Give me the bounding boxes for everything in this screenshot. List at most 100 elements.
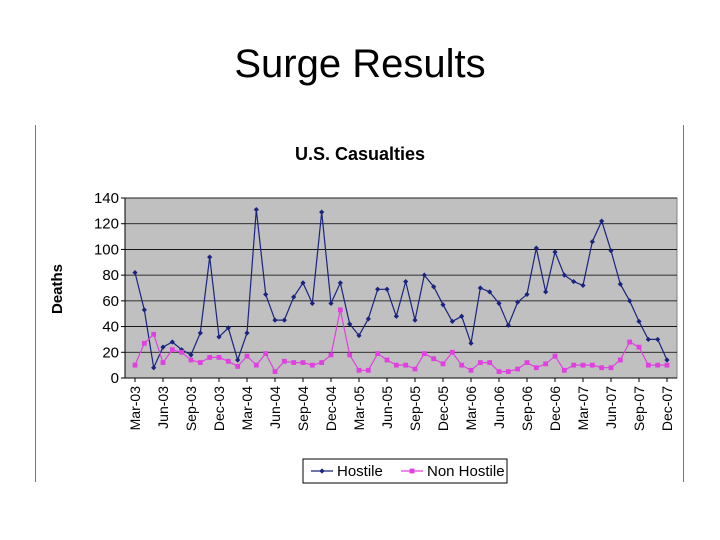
data-point-non-hostile: [197, 360, 203, 365]
data-point-hostile: [235, 357, 241, 363]
data-point-hostile: [431, 284, 437, 290]
data-point-hostile: [459, 313, 465, 319]
data-point-hostile: [169, 339, 175, 345]
data-point-non-hostile: [281, 358, 287, 364]
data-point-hostile: [291, 294, 297, 300]
data-point-non-hostile: [440, 361, 446, 367]
data-point-hostile: [543, 289, 549, 295]
data-point-non-hostile: [599, 365, 605, 371]
legend-marker-non-hostile: [409, 468, 415, 474]
data-point-hostile: [552, 249, 558, 255]
data-point-non-hostile: [253, 362, 259, 368]
y-tick-label: 40: [102, 319, 119, 336]
data-point-non-hostile: [627, 339, 633, 345]
data-point-hostile: [468, 340, 474, 346]
x-tick-label: Mar-06: [463, 386, 479, 431]
x-tick-label: Mar-07: [575, 386, 591, 431]
x-tick-label: Mar-03: [127, 386, 143, 431]
data-point-non-hostile: [468, 367, 474, 373]
x-tick-label: Dec-04: [323, 386, 339, 431]
data-point-non-hostile: [505, 369, 511, 374]
x-tick-label: Jun-07: [603, 386, 619, 429]
frame-border-left: [35, 125, 36, 482]
data-point-non-hostile: [225, 358, 231, 364]
data-point-non-hostile: [561, 367, 567, 373]
series-line-non-hostile: [134, 309, 667, 373]
data-point-non-hostile: [431, 356, 437, 362]
x-tick-label: Sep-04: [295, 386, 311, 431]
data-point-hostile: [664, 357, 670, 363]
data-point-non-hostile: [188, 357, 194, 363]
plot-area: [124, 197, 678, 379]
x-tick-label: Jun-06: [491, 386, 507, 429]
data-point-non-hostile: [132, 362, 138, 368]
data-point-non-hostile: [543, 361, 549, 367]
data-point-non-hostile: [393, 362, 399, 368]
data-point-hostile: [347, 321, 353, 327]
y-axis-label: Deaths: [49, 264, 66, 314]
x-tick-label: Dec-03: [211, 386, 227, 431]
data-point-non-hostile: [459, 362, 465, 368]
data-point-non-hostile: [449, 349, 455, 355]
data-point-hostile: [151, 365, 157, 371]
data-point-non-hostile: [151, 331, 157, 337]
data-point-hostile: [272, 317, 278, 323]
x-tick-label: Dec-05: [435, 386, 451, 431]
y-tick-label: 120: [94, 216, 119, 233]
data-point-non-hostile: [263, 351, 269, 356]
data-point-hostile: [599, 218, 605, 224]
x-tick-label: Jun-03: [155, 386, 171, 429]
data-point-hostile: [533, 245, 539, 251]
legend-label-non-hostile: Non Hostile: [427, 463, 505, 480]
data-point-non-hostile: [319, 360, 325, 365]
data-point-non-hostile: [477, 360, 483, 365]
data-point-hostile: [440, 302, 446, 308]
data-point-hostile: [244, 330, 250, 336]
x-tick-label: Mar-05: [351, 386, 367, 431]
data-point-non-hostile: [169, 347, 175, 353]
frame-border-right: [683, 125, 684, 482]
data-point-non-hostile: [179, 349, 185, 355]
data-point-non-hostile: [571, 362, 577, 368]
data-point-hostile: [319, 209, 325, 215]
data-point-non-hostile: [244, 353, 250, 359]
data-point-hostile: [515, 299, 521, 305]
x-tick-label: Sep-05: [407, 386, 423, 431]
data-point-hostile: [393, 313, 399, 319]
data-point-non-hostile: [421, 351, 427, 356]
data-point-hostile: [589, 239, 595, 245]
data-point-non-hostile: [300, 360, 306, 365]
data-point-non-hostile: [552, 353, 558, 359]
data-point-non-hostile: [580, 362, 586, 368]
data-point-non-hostile: [356, 367, 362, 373]
data-point-non-hostile: [636, 344, 642, 350]
y-tick-label: 140: [94, 190, 119, 207]
series-line-hostile: [134, 209, 668, 370]
data-point-non-hostile: [328, 352, 334, 358]
data-point-non-hostile: [496, 369, 502, 374]
plot-area-group: 0 20 40 60 80 100 120 140 Mar-03 Jun-03 Sep-03 Dec-…: [94, 190, 678, 431]
data-point-non-hostile: [309, 362, 315, 368]
data-point-non-hostile: [207, 355, 213, 360]
data-point-non-hostile: [272, 369, 278, 374]
data-point-non-hostile: [384, 357, 390, 363]
y-tick-label: 0: [111, 370, 119, 387]
x-tick-label: Sep-03: [183, 386, 199, 431]
data-point-non-hostile: [515, 366, 521, 372]
x-tick-label: Dec-06: [547, 386, 563, 431]
data-point-non-hostile: [608, 365, 614, 371]
x-tick-label: Jun-05: [379, 386, 395, 429]
legend-label-hostile: Hostile: [337, 463, 383, 480]
casualties-line-chart: U.S. Casualties Deaths 0 20 40 60 80 100 120 14…: [49, 144, 678, 484]
data-point-non-hostile: [403, 362, 409, 368]
data-point-non-hostile: [141, 340, 147, 346]
data-point-non-hostile: [375, 351, 381, 356]
y-tick-label: 60: [102, 293, 119, 310]
data-point-hostile: [375, 286, 381, 292]
legend-marker-hostile: [319, 468, 325, 474]
data-point-hostile: [505, 322, 511, 328]
data-point-non-hostile: [412, 366, 418, 372]
data-point-non-hostile: [291, 360, 297, 365]
y-tick-label: 20: [102, 344, 119, 361]
y-tick-label: 100: [94, 241, 119, 258]
